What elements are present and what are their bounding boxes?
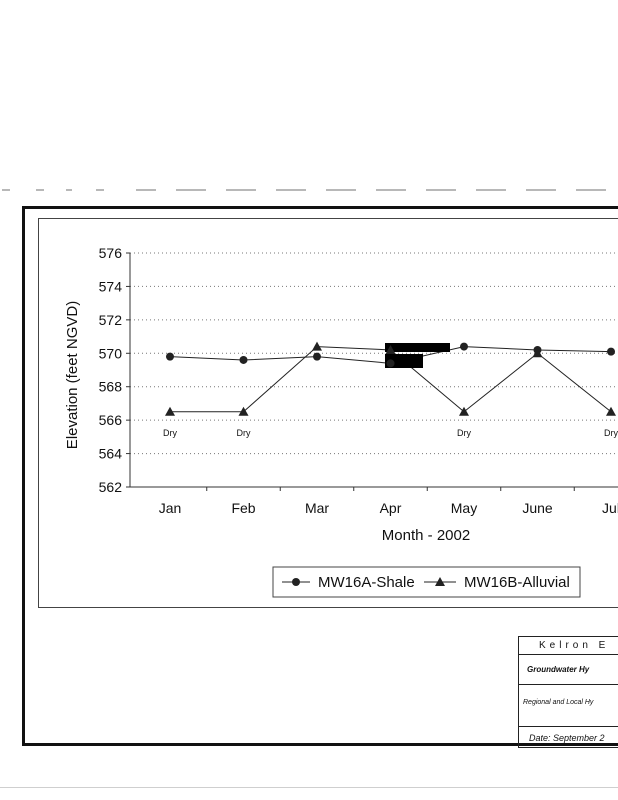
dry-annotation: Dry xyxy=(163,428,177,438)
x-tick-label: Jul xyxy=(602,500,618,516)
data-point-alluvial xyxy=(606,406,616,416)
y-tick-label: 564 xyxy=(99,446,123,462)
title-block-company: Kelron E xyxy=(519,637,618,655)
y-axis-title: Elevation (feet NGVD) xyxy=(64,301,81,449)
data-point-shale xyxy=(166,352,174,361)
y-tick-label: 568 xyxy=(99,379,123,395)
y-tick-label: 572 xyxy=(99,312,123,328)
title-block-date: Date: September 2 xyxy=(529,733,605,743)
y-tick-label: 574 xyxy=(99,278,123,294)
data-point-alluvial xyxy=(238,406,249,416)
data-point-alluvial xyxy=(459,406,469,416)
x-axis-title: Month - 2002 xyxy=(382,527,470,544)
scan-dash-line xyxy=(2,189,606,191)
title-block-subtitle: Regional and Local Hy xyxy=(519,685,618,727)
x-tick-label: June xyxy=(522,500,553,516)
redaction-block xyxy=(385,343,450,352)
legend-label-shale: MW16A-Shale xyxy=(318,574,415,591)
x-tick-label: Jan xyxy=(159,500,182,516)
x-tick-label: Mar xyxy=(305,500,329,516)
chart-frame xyxy=(38,218,618,608)
legend: MW16A-Shale MW16B-Alluvial xyxy=(272,566,581,598)
y-tick-label: 570 xyxy=(99,345,123,361)
y-tick-label: 562 xyxy=(99,479,123,495)
figure-outer-frame xyxy=(22,206,618,746)
data-point-alluvial xyxy=(165,406,175,416)
redaction-block xyxy=(385,354,423,368)
data-point-shale xyxy=(239,355,248,364)
data-point-alluvial xyxy=(385,344,396,354)
y-tick-label: 576 xyxy=(99,245,123,261)
title-block: Kelron E Groundwater Hy Regional and Loc… xyxy=(518,636,618,748)
dry-annotation: Dry xyxy=(604,428,618,438)
data-point-alluvial xyxy=(532,348,543,358)
data-point-shale xyxy=(386,359,395,368)
legend-marker-alluvial xyxy=(435,577,445,586)
legend-label-alluvial: MW16B-Alluvial xyxy=(464,574,570,591)
x-tick-label: Apr xyxy=(380,500,402,516)
title-block-title: Groundwater Hy xyxy=(519,655,618,685)
dry-annotation: Dry xyxy=(457,428,471,438)
y-tick-label: 566 xyxy=(99,412,123,428)
x-tick-label: May xyxy=(451,500,477,516)
x-tick-label: Feb xyxy=(231,500,255,516)
dry-annotation: Dry xyxy=(237,428,251,438)
data-point-shale xyxy=(313,352,321,361)
page-bottom-rule xyxy=(0,787,618,788)
legend-marker-shale xyxy=(292,578,300,586)
data-point-shale xyxy=(607,347,615,356)
data-point-shale xyxy=(460,342,468,351)
data-point-alluvial xyxy=(312,341,322,351)
